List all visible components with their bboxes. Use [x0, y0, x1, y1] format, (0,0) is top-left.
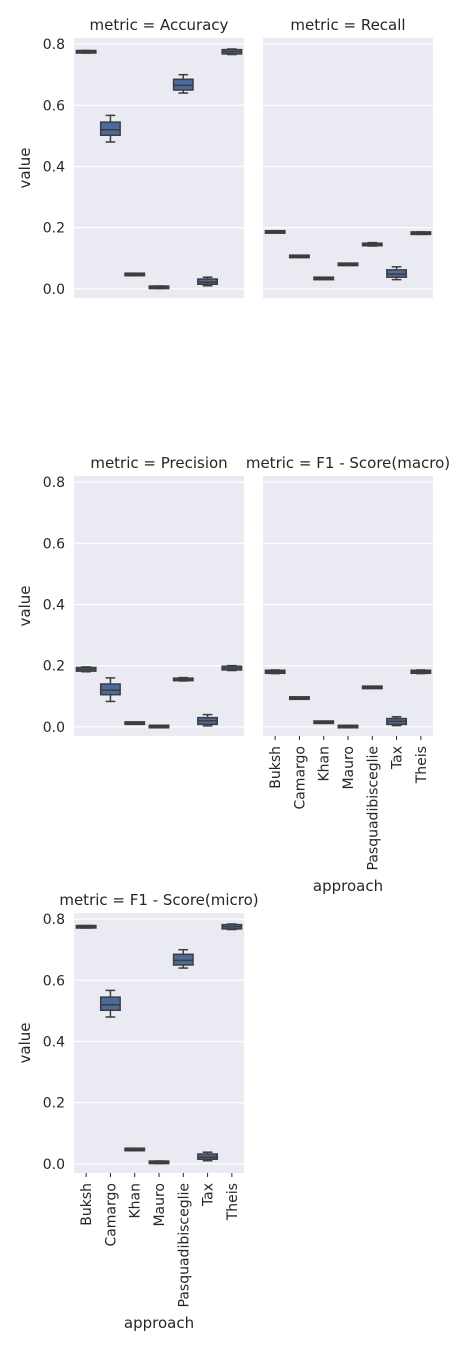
y-axis-label: value: [16, 586, 34, 627]
y-tick-label: 0.4: [43, 1034, 65, 1050]
box-khan: [124, 1147, 146, 1152]
panel-title: metric = Precision: [90, 454, 227, 472]
y-tick-label: 0.8: [43, 37, 65, 53]
box-tax: [386, 266, 408, 281]
x-tick-label: Mauro: [152, 1183, 168, 1227]
box-body: [99, 121, 121, 137]
x-tick-label: Khan: [317, 746, 333, 782]
x-axis-label: approach: [313, 877, 383, 895]
y-tick-label: 0.0: [43, 720, 65, 736]
box-mauro: [337, 262, 359, 267]
box-theis: [410, 231, 432, 236]
box-pasquadibisceglie: [361, 241, 383, 247]
box-tax: [197, 713, 219, 727]
panel-title: metric = Accuracy: [90, 16, 229, 34]
box-buksh: [75, 49, 97, 54]
box-khan: [313, 720, 335, 725]
panel-background: [263, 476, 433, 736]
y-axis-label: value: [16, 1023, 34, 1064]
box-buksh: [75, 924, 97, 929]
box-khan: [124, 272, 146, 277]
x-tick-label: Buksh: [268, 746, 284, 789]
box-camargo: [288, 254, 310, 259]
x-axis-label: approach: [124, 1314, 194, 1332]
facet-panel-4: metric = F1 - Score(macro) Buksh Camargo Kh…: [246, 454, 450, 895]
box-buksh: [264, 669, 286, 675]
y-tick-label: 0.6: [43, 98, 65, 114]
x-tick-label: Tax: [390, 746, 406, 770]
box-pasquadibisceglie: [361, 685, 383, 690]
y-tick-label: 0.8: [43, 475, 65, 491]
x-tick-label: Tax: [201, 1183, 217, 1207]
box-tax: [197, 276, 219, 287]
box-camargo: [99, 989, 121, 1018]
box-body: [172, 953, 194, 966]
x-tick-label: Theis: [225, 1183, 241, 1221]
x-tick-label: Pasquadibisceglie: [176, 1183, 192, 1307]
box-camargo: [99, 677, 121, 703]
x-tick-label: Buksh: [79, 1183, 95, 1226]
box-khan: [124, 721, 146, 726]
box-tax: [197, 1151, 219, 1162]
y-axis-label: value: [16, 148, 34, 189]
box-body: [172, 78, 194, 91]
box-mauro: [337, 724, 359, 729]
box-camargo: [288, 696, 310, 701]
box-mauro: [148, 285, 170, 290]
y-tick-label: 0.4: [43, 597, 65, 613]
y-tick-label: 0.0: [43, 282, 65, 298]
x-tick-label: Pasquadibisceglie: [365, 746, 381, 870]
box-buksh: [75, 666, 97, 673]
y-tick-label: 0.0: [43, 1157, 65, 1173]
box-mauro: [148, 1160, 170, 1165]
panel-title: metric = Recall: [290, 16, 405, 34]
x-tick-label: Theis: [414, 746, 430, 784]
y-tick-label: 0.2: [43, 659, 65, 675]
box-pasquadibisceglie: [172, 948, 194, 969]
box-pasquadibisceglie: [172, 73, 194, 94]
panel-background: [74, 38, 244, 298]
box-body: [99, 683, 121, 696]
box-theis: [221, 48, 243, 56]
box-khan: [313, 276, 335, 281]
facet-panel-5: 0.0 0.2 0.4 0.6 0.8 metric = F1 - Score(micro…: [16, 891, 259, 1332]
box-theis: [221, 923, 243, 931]
box-theis: [221, 664, 243, 672]
box-camargo: [99, 114, 121, 143]
box-mauro: [148, 724, 170, 729]
x-tick-label: Camargo: [292, 746, 308, 810]
y-tick-label: 0.4: [43, 159, 65, 175]
x-tick-label: Camargo: [103, 1183, 119, 1247]
panel-background: [263, 38, 433, 298]
box-tax: [386, 715, 408, 727]
facet-panel-2: metric = Recall: [263, 16, 433, 298]
x-tick-label: Khan: [128, 1183, 144, 1219]
box-buksh: [264, 229, 286, 234]
panel-background: [74, 476, 244, 736]
facet-panel-3: 0.0 0.2 0.4 0.6 0.8 metric = Precision value: [16, 454, 244, 736]
y-tick-label: 0.6: [43, 536, 65, 552]
box-theis: [410, 669, 432, 675]
facet-panel-1: 0.0 0.2 0.4 0.6 0.8 metric = Accuracy value: [16, 16, 244, 298]
y-tick-label: 0.8: [43, 912, 65, 928]
box-pasquadibisceglie: [172, 676, 194, 682]
panel-title: metric = F1 - Score(macro): [246, 454, 450, 472]
x-tick-label: Mauro: [341, 746, 357, 790]
y-tick-label: 0.6: [43, 973, 65, 989]
panel-background: [74, 913, 244, 1173]
y-tick-label: 0.2: [43, 1096, 65, 1112]
y-tick-label: 0.2: [43, 221, 65, 237]
panel-title: metric = F1 - Score(micro): [59, 891, 258, 909]
box-body: [99, 996, 121, 1012]
